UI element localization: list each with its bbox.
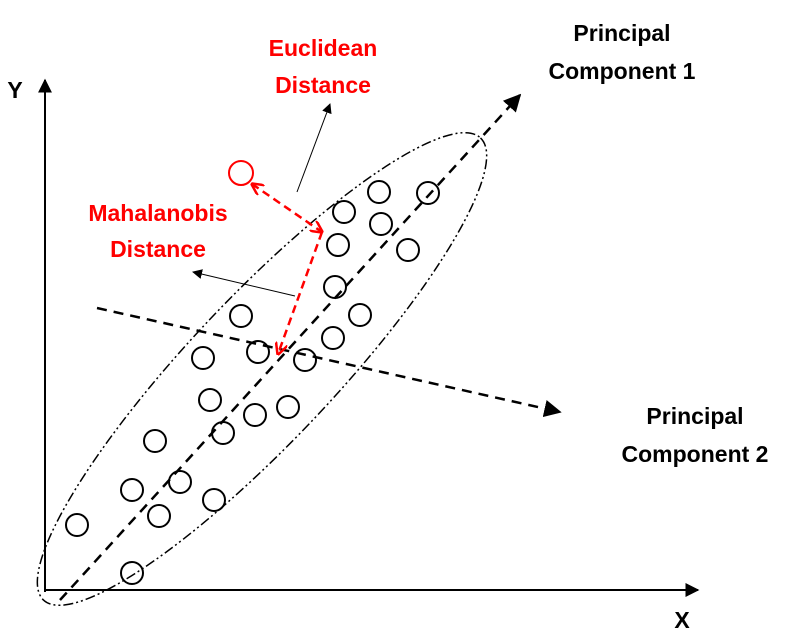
- point: [369, 212, 393, 236]
- mahalanobis-label: Distance: [110, 236, 206, 262]
- point: [120, 561, 144, 585]
- point: [168, 470, 192, 494]
- pc2-line: [96, 306, 562, 418]
- ellipse: [36, 131, 488, 607]
- mahalanobis-pointer: [192, 269, 296, 297]
- euclidean-label: Distance: [275, 72, 371, 98]
- point: [323, 275, 347, 299]
- points: [65, 160, 440, 585]
- point: [202, 488, 226, 512]
- point: [147, 504, 171, 528]
- euclidean-pointer: [296, 103, 332, 193]
- pc1-label: Component 1: [549, 58, 696, 84]
- point: [293, 348, 317, 372]
- point: [321, 326, 345, 350]
- y-axis-label: Y: [7, 77, 22, 103]
- mahalanobis-label: Mahalanobis: [88, 200, 227, 226]
- point: [246, 340, 270, 364]
- point: [276, 395, 300, 419]
- euclidean-label: Euclidean: [269, 35, 378, 61]
- point: [416, 181, 440, 205]
- pc2-label: Principal: [646, 403, 743, 429]
- point: [348, 303, 372, 327]
- point: [243, 403, 267, 427]
- euclidean-arrow: [252, 184, 322, 232]
- mahalanobis-arrow: [278, 231, 324, 354]
- point: [326, 233, 350, 257]
- point: [332, 200, 356, 224]
- pc2-label: Component 2: [622, 441, 769, 467]
- outlier-point: [228, 160, 254, 186]
- pc1-label: Principal: [573, 20, 670, 46]
- x-axis-label: X: [674, 607, 690, 633]
- axes: [38, 78, 700, 597]
- point: [396, 238, 420, 262]
- point: [198, 388, 222, 412]
- point: [143, 429, 167, 453]
- point: [120, 478, 144, 502]
- point: [229, 304, 253, 328]
- pc1-line: [59, 93, 522, 601]
- point: [367, 180, 391, 204]
- point: [65, 513, 89, 537]
- point: [211, 421, 235, 445]
- point: [191, 346, 215, 370]
